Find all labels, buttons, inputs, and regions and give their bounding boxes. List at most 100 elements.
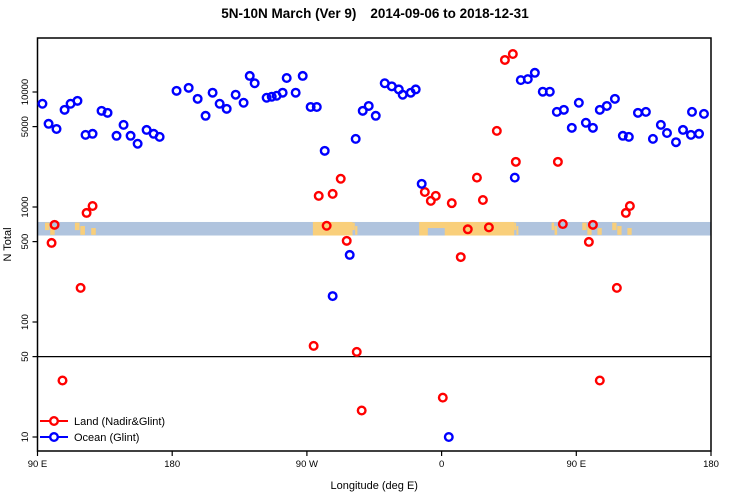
ocean-data-point [183, 82, 194, 93]
ocean-data-point [566, 122, 577, 133]
ocean-data-point [37, 98, 48, 109]
ocean-data-point [587, 122, 598, 133]
ocean-data-point [544, 86, 555, 97]
ocean-data-point [297, 70, 308, 81]
map-band-land-speckle [44, 222, 50, 231]
chart-title-main: 5N-10N March (Ver 9) [221, 6, 357, 21]
ocean-data-point [655, 119, 666, 130]
ocean-data-point [200, 110, 211, 121]
map-band-land-speckle [612, 222, 617, 231]
y-tick-label: 100 [20, 314, 31, 330]
ocean-data-point [125, 130, 136, 141]
map-band-land-speckle [514, 222, 517, 231]
ocean-data-point [370, 110, 381, 121]
land-data-point [557, 219, 568, 230]
chart-title: 5N-10N March (Ver 9) 2014-09-06 to 2018-1… [0, 6, 750, 21]
ocean-data-point [87, 128, 98, 139]
land-data-point [327, 188, 338, 199]
legend-marker-ocean [49, 432, 60, 443]
map-band-land-speckle [582, 222, 587, 231]
y-tick-label: 10 [20, 432, 31, 443]
land-data-point [491, 125, 502, 136]
land-data-point [437, 392, 448, 403]
ocean-data-point [522, 74, 533, 85]
ocean-data-point [509, 172, 520, 183]
map-band-land-speckle [627, 228, 632, 235]
ocean-data-point [529, 67, 540, 78]
plot-box [36, 37, 712, 452]
ocean-data-point [661, 128, 672, 139]
ocean-data-point [281, 73, 292, 84]
land-data-point [507, 49, 518, 60]
land-data-point [471, 172, 482, 183]
legend-label-land: Land (Nadir&Glint) [74, 416, 165, 428]
ocean-data-point [686, 106, 697, 117]
land-data-point [624, 201, 635, 212]
ocean-data-point [594, 104, 605, 115]
land-data-point [321, 220, 332, 231]
ocean-data-point [207, 87, 218, 98]
map-band-land-speckle [617, 226, 622, 235]
ocean-data-point [410, 84, 421, 95]
ocean-data-point [327, 291, 338, 302]
ocean-data-point [244, 70, 255, 81]
land-data-point [341, 235, 352, 246]
land-data-point [483, 222, 494, 233]
ocean-data-point [694, 128, 705, 139]
ocean-data-point [261, 92, 272, 103]
land-data-point [425, 195, 436, 206]
land-data-point [620, 207, 631, 218]
land-data-point [419, 187, 430, 198]
ocean-data-point [266, 91, 277, 102]
ocean-data-point [311, 101, 322, 112]
land-data-point [587, 219, 598, 230]
ocean-data-point [154, 131, 165, 142]
land-data-point [499, 54, 510, 65]
legend-label-ocean: Ocean (Glint) [74, 432, 139, 444]
ocean-data-point [102, 107, 113, 118]
map-band-land-speckle [597, 228, 602, 235]
ocean-data-point [72, 95, 83, 106]
map-band-land-speckle [352, 222, 355, 231]
ocean-data-point [192, 93, 203, 104]
map-band-land-speckle [554, 226, 558, 235]
ocean-data-point [617, 130, 628, 141]
ocean-data-point [141, 124, 152, 135]
land-data-point [455, 252, 466, 263]
ocean-data-point [249, 78, 260, 89]
ocean-data-point [132, 138, 143, 149]
ocean-data-point [573, 97, 584, 108]
ocean-data-point [238, 97, 249, 108]
ocean-data-point [640, 106, 651, 117]
ocean-data-point [350, 133, 361, 144]
ocean-data-point [51, 123, 62, 134]
x-tick-label: 180 [164, 459, 180, 470]
land-data-point [594, 375, 605, 386]
ocean-data-point [609, 93, 620, 104]
ocean-data-point [230, 89, 241, 100]
land-data-point [351, 346, 362, 357]
ocean-data-point [111, 130, 122, 141]
legend-marker-land [49, 416, 60, 427]
x-tick-label: 90 W [296, 459, 318, 470]
map-band-ocean [37, 221, 711, 236]
land-data-point [356, 405, 367, 416]
map-band-land-speckle [551, 222, 555, 231]
map-band-land-speckle [91, 228, 96, 235]
x-tick-label: 90 E [567, 459, 587, 470]
ocean-data-point [678, 124, 689, 135]
map-band-land-speckle [50, 226, 55, 235]
map-band-ocean-notch [427, 228, 445, 236]
land-data-point [335, 173, 346, 184]
land-data-point [552, 156, 563, 167]
ocean-data-point [290, 87, 301, 98]
land-data-point [75, 282, 86, 293]
y-tick-label: 50 [20, 351, 31, 362]
ocean-data-point [647, 133, 658, 144]
chart-title-date-range: 2014-09-06 to 2018-12-31 [370, 6, 529, 21]
land-data-point [313, 190, 324, 201]
ocean-data-point [221, 103, 232, 114]
y-tick-label: 500 [20, 234, 31, 250]
ocean-data-point [319, 145, 330, 156]
y-tick-label: 10000 [20, 79, 31, 105]
